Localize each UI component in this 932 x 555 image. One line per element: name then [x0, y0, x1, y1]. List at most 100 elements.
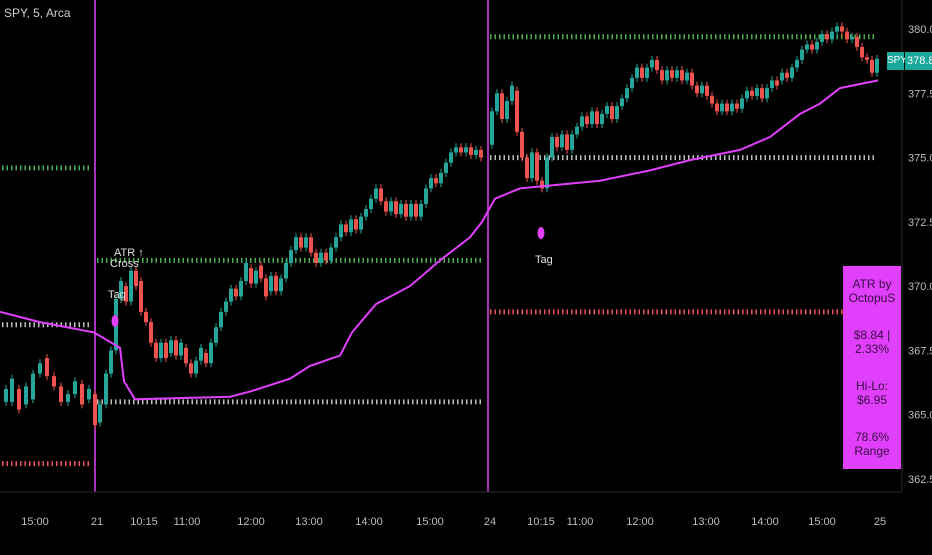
candle-bull [605, 106, 609, 114]
candle-bull [98, 404, 102, 423]
candle-bull [4, 389, 8, 402]
candle-bear [705, 85, 709, 96]
candle-bull [590, 111, 594, 125]
candle-bear [845, 31, 849, 40]
candle-bull [454, 147, 458, 153]
candle-bull [545, 157, 549, 189]
candle-bear [139, 281, 143, 312]
candle-bull [755, 88, 759, 96]
atr-cross-tag-line2: Cross [110, 258, 139, 270]
candle-bear [525, 157, 529, 179]
candle-bear [760, 88, 764, 99]
candle-bear [144, 311, 148, 323]
candle-bear [154, 342, 158, 359]
x-tick-label: 11:00 [567, 516, 594, 528]
candle-bull [805, 44, 809, 50]
candle-bull [550, 137, 554, 158]
candle-bull [580, 116, 584, 127]
candle-bear [17, 389, 21, 410]
candle-bear [535, 152, 539, 181]
candle-bull [429, 178, 433, 189]
candle-bear [515, 90, 519, 132]
y-tick-label: 372.50 [908, 217, 932, 229]
candle-bull [254, 270, 258, 284]
candle-bull [740, 98, 744, 109]
candle-bull [399, 203, 403, 215]
candle-bull [73, 381, 77, 395]
candle-bull [199, 347, 203, 361]
candle-bull [269, 275, 273, 292]
candle-bear [234, 288, 238, 297]
candle-bear [59, 386, 63, 402]
candle-bull [625, 88, 629, 99]
candle-bull [334, 237, 338, 248]
candle-bear [309, 237, 313, 253]
candle-bull [329, 247, 333, 261]
candle-bear [204, 353, 208, 364]
candle-bear [93, 394, 97, 425]
candle-bear [695, 85, 699, 94]
tag-label: Tag [535, 254, 553, 266]
candle-bear [299, 237, 303, 248]
candle-bull [214, 327, 218, 343]
candle-bear [184, 347, 188, 364]
candle-bear [825, 34, 829, 40]
candle-bear [394, 201, 398, 215]
candle-bull [790, 67, 794, 78]
candle-bear [860, 47, 864, 58]
candle-bull [720, 103, 724, 112]
candle-bull [284, 263, 288, 279]
candle-bear [865, 57, 869, 60]
candle-bull [820, 34, 824, 42]
candle-bull [109, 350, 113, 374]
y-tick-label: 380.00 [908, 24, 932, 36]
candle-bull [645, 67, 649, 78]
candle-bear [735, 103, 739, 109]
candle-bull [665, 70, 669, 81]
candle-bear [344, 224, 348, 233]
candle-bull [650, 59, 654, 68]
candle-bear [660, 70, 664, 81]
symbol-label[interactable]: SPY, 5, Arca [4, 6, 71, 20]
candle-bull [449, 152, 453, 163]
candle-bear [174, 340, 178, 356]
candle-bull [490, 111, 494, 145]
candle-bear [610, 106, 614, 119]
candle-bull [875, 58, 879, 73]
candle-bear [264, 278, 268, 297]
x-tick-label: 10:15 [130, 516, 158, 528]
candle-bear [540, 180, 544, 189]
candle-bear [149, 322, 153, 343]
candle-bull [38, 363, 42, 374]
candle-bull [765, 88, 769, 99]
vwap-line [0, 79, 879, 401]
price-badge-symbol: SPY [887, 52, 907, 70]
candle-bull [570, 134, 574, 150]
candle-bear [134, 270, 138, 287]
candle-bull [169, 340, 173, 353]
candle-bear [520, 131, 524, 158]
candle-bull [289, 250, 293, 263]
candle-bear [124, 286, 128, 302]
atr-cross-marker [111, 315, 119, 327]
candle-bull [795, 59, 799, 68]
candle-bear [274, 275, 278, 292]
candle-bear [404, 203, 408, 217]
candle-bull [630, 77, 634, 89]
candle-bear [45, 358, 49, 377]
candle-bear [870, 59, 874, 73]
candle-bear [855, 36, 859, 47]
candle-bull [349, 219, 353, 233]
candle-bear [840, 26, 844, 32]
candle-bear [670, 70, 674, 78]
candle-bull [745, 90, 749, 99]
candle-bear [565, 134, 569, 150]
candle-bear [52, 376, 56, 387]
candle-bull [10, 378, 14, 402]
candle-bull [159, 342, 163, 359]
candle-bear [414, 203, 418, 217]
x-tick-label: 13:00 [692, 516, 720, 528]
y-tick-label: 367.50 [908, 345, 932, 357]
